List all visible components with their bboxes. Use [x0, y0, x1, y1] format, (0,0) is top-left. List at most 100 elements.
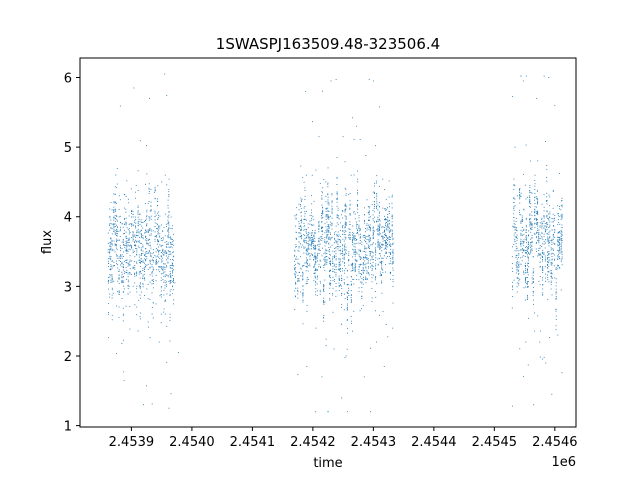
data-point [533, 286, 534, 288]
data-point [113, 216, 115, 218]
data-point [377, 229, 379, 231]
data-point [359, 250, 361, 252]
data-point [110, 241, 112, 243]
data-point [304, 246, 306, 248]
data-point [374, 183, 376, 185]
data-point [145, 239, 146, 241]
data-point [527, 270, 528, 272]
data-point [295, 267, 297, 269]
data-point [325, 250, 327, 252]
data-point [338, 262, 340, 264]
data-point [511, 256, 513, 258]
data-point [114, 232, 116, 234]
data-point [530, 251, 532, 253]
data-point [164, 174, 166, 176]
data-point [309, 265, 311, 267]
data-point [321, 255, 323, 257]
data-point [318, 266, 320, 268]
data-point [548, 257, 550, 258]
data-point [134, 267, 136, 269]
data-point [111, 209, 113, 211]
data-point [149, 261, 151, 263]
data-point [364, 220, 365, 221]
data-point [331, 217, 333, 219]
data-point [542, 265, 544, 267]
data-point [310, 244, 312, 246]
data-point [321, 192, 323, 194]
data-point [527, 274, 529, 276]
data-point [128, 230, 130, 232]
data-point [356, 229, 358, 231]
data-point [117, 255, 119, 257]
data-point [353, 267, 355, 269]
data-point [309, 248, 311, 250]
data-point [366, 239, 368, 240]
data-point [354, 239, 356, 241]
data-point [307, 270, 309, 272]
data-point [387, 217, 389, 219]
data-point [309, 239, 311, 241]
data-point [388, 241, 390, 243]
data-point [351, 266, 353, 268]
data-point [329, 276, 331, 278]
data-point [548, 237, 550, 239]
data-point [527, 247, 529, 249]
data-point [532, 281, 534, 282]
data-point [561, 206, 563, 208]
data-point [344, 209, 346, 211]
data-point [385, 245, 387, 247]
data-point [520, 257, 522, 259]
data-point [388, 245, 390, 247]
data-point [345, 225, 347, 227]
data-point [146, 216, 147, 218]
data-point [362, 270, 364, 272]
data-point [109, 249, 111, 250]
data-point [378, 228, 380, 230]
data-point [382, 207, 384, 209]
data-point [388, 239, 390, 241]
data-point [142, 250, 144, 252]
data-point [366, 225, 368, 226]
data-point [559, 208, 561, 210]
data-point [547, 267, 549, 269]
data-point [312, 121, 313, 123]
data-point [118, 316, 120, 318]
data-point [109, 215, 111, 217]
data-point [164, 250, 166, 252]
data-point [327, 182, 329, 184]
data-point [529, 201, 531, 203]
data-point [297, 293, 299, 295]
data-point [313, 200, 315, 202]
data-point [326, 259, 328, 261]
data-point [348, 259, 350, 261]
data-point [554, 219, 556, 221]
data-point [552, 250, 554, 252]
data-point [159, 235, 161, 237]
data-point [557, 256, 559, 258]
data-point [117, 230, 118, 232]
data-point [539, 257, 541, 259]
data-point [111, 279, 113, 280]
data-point [366, 247, 368, 249]
data-point [385, 240, 386, 242]
data-point [328, 236, 330, 238]
data-point [534, 223, 536, 225]
data-point [116, 231, 118, 233]
data-point [512, 286, 514, 288]
data-point [336, 198, 338, 200]
data-point [126, 242, 128, 244]
data-point [555, 325, 557, 327]
data-point [542, 252, 543, 254]
data-point [548, 242, 550, 244]
data-point [346, 292, 348, 294]
data-point [151, 258, 153, 260]
data-point [542, 288, 544, 290]
data-point [324, 223, 326, 225]
data-point [172, 285, 173, 287]
data-point [357, 192, 359, 194]
data-point [329, 249, 330, 251]
data-point [341, 288, 343, 289]
data-point [379, 234, 381, 236]
data-point [324, 263, 326, 265]
data-point [559, 267, 561, 269]
